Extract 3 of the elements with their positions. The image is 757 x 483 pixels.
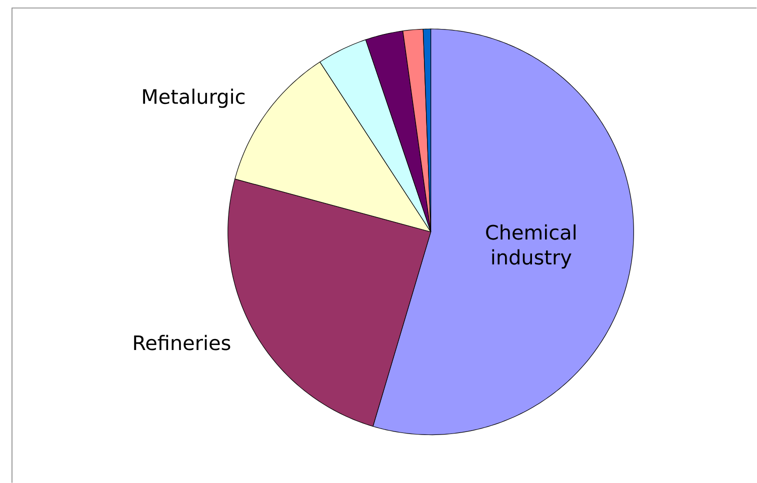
slice-label: Chemical industry xyxy=(486,224,576,269)
slice-label: Refineries xyxy=(134,334,230,350)
slice-label: Metalurgic xyxy=(143,88,245,108)
